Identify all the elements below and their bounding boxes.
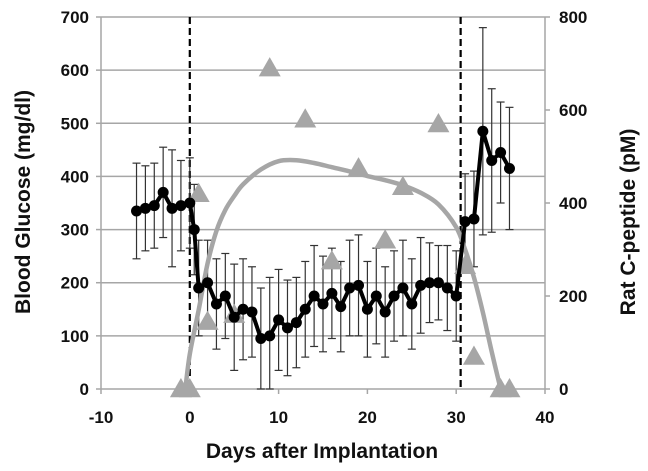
y-tick-label: 700 [61, 8, 89, 27]
glucose-point [202, 277, 214, 289]
y-axis-title: Blood Glucose (mg/dl) [12, 90, 35, 314]
cpeptide-point [347, 157, 370, 177]
glucose-point [273, 314, 285, 326]
cpeptide-point [258, 57, 281, 77]
glucose-point [335, 301, 347, 313]
cpeptide-point [498, 378, 521, 398]
cpeptide-point [427, 112, 450, 133]
glucose-point [246, 306, 258, 318]
glucose-point [450, 290, 462, 302]
glucose-point [397, 282, 409, 294]
glucose-point [477, 125, 489, 137]
glucose-point [308, 290, 320, 302]
glucose-point [175, 200, 187, 212]
y2-tick-label: 600 [559, 101, 587, 120]
glucose-point [255, 333, 267, 345]
y-tick-label: 100 [61, 327, 89, 346]
cpeptide-point [294, 108, 317, 128]
glucose-point [388, 290, 400, 302]
glucose-point [184, 197, 196, 209]
glucose-point [406, 298, 418, 310]
glucose-point [228, 311, 240, 323]
glucose-point [139, 202, 151, 214]
y2-tick-labels: 0 200 400 600 800 [559, 8, 587, 399]
glucose-point [157, 186, 169, 198]
glucose-point [379, 306, 391, 318]
glucose-point [219, 290, 231, 302]
glucose-point [188, 224, 200, 236]
glucose-point [353, 279, 365, 291]
cpeptide-point [374, 229, 397, 249]
x-axis-title: Days after Implantation [206, 440, 438, 463]
glucose-point [166, 202, 178, 214]
x-tick-label: 40 [536, 408, 555, 427]
glucose-point [468, 213, 480, 225]
y-tick-label: 0 [80, 380, 89, 399]
glucose-markers [131, 125, 515, 345]
cpeptide-point [391, 175, 414, 195]
cpeptide-point [196, 310, 219, 330]
y-tick-label: 500 [61, 114, 89, 133]
cpeptide-markers [169, 57, 521, 398]
cpeptide-curve [183, 157, 503, 390]
glucose-point [264, 330, 276, 342]
cpeptide-point [178, 378, 201, 398]
glucose-point [424, 277, 436, 289]
glucose-point [148, 200, 160, 212]
y-tick-label: 600 [61, 61, 89, 80]
cpeptide-point [320, 250, 343, 270]
glucose-point [432, 277, 444, 289]
y2-axis-title: Rat C-peptide (pM) [617, 129, 640, 316]
glucose-point [361, 303, 373, 315]
y2-tick-label: 0 [559, 380, 568, 399]
x-tick-label: -10 [89, 408, 114, 427]
glucose-point [344, 282, 356, 294]
y-tick-labels: 0 100 200 300 400 500 600 700 [61, 8, 89, 399]
y2-tick-label: 400 [559, 194, 587, 213]
glucose-point [441, 282, 453, 294]
y2-tick-label: 800 [559, 8, 587, 27]
x-tick-label: 0 [185, 408, 194, 427]
glucose-point [299, 303, 311, 315]
y-tick-label: 300 [61, 221, 89, 240]
y2-tick-label: 200 [559, 287, 587, 306]
glucose-point [290, 317, 302, 329]
cpeptide-point [187, 182, 210, 202]
x-tick-label: 20 [358, 408, 377, 427]
glucose-point [459, 216, 471, 228]
x-tick-label: 10 [269, 408, 288, 427]
x-tick-labels: -10 0 10 20 30 40 [89, 408, 555, 427]
glucose-point [237, 303, 249, 315]
glucose-point [503, 162, 515, 174]
reference-lines [188, 17, 462, 389]
glucose-point [193, 282, 205, 294]
glucose-point [370, 290, 382, 302]
glucose-point [131, 205, 143, 217]
glucose-point [317, 298, 329, 310]
x-tick-label: 30 [447, 408, 466, 427]
glucose-point [486, 154, 498, 166]
glucose-point [281, 322, 293, 334]
cpeptide-point [462, 345, 485, 365]
glucose-point [210, 298, 222, 310]
glucose-point [495, 147, 507, 159]
glucose-point [326, 287, 338, 299]
y-tick-label: 400 [61, 167, 89, 186]
y-tick-label: 200 [61, 274, 89, 293]
gridlines [101, 16, 545, 337]
glucose-point [415, 279, 427, 291]
